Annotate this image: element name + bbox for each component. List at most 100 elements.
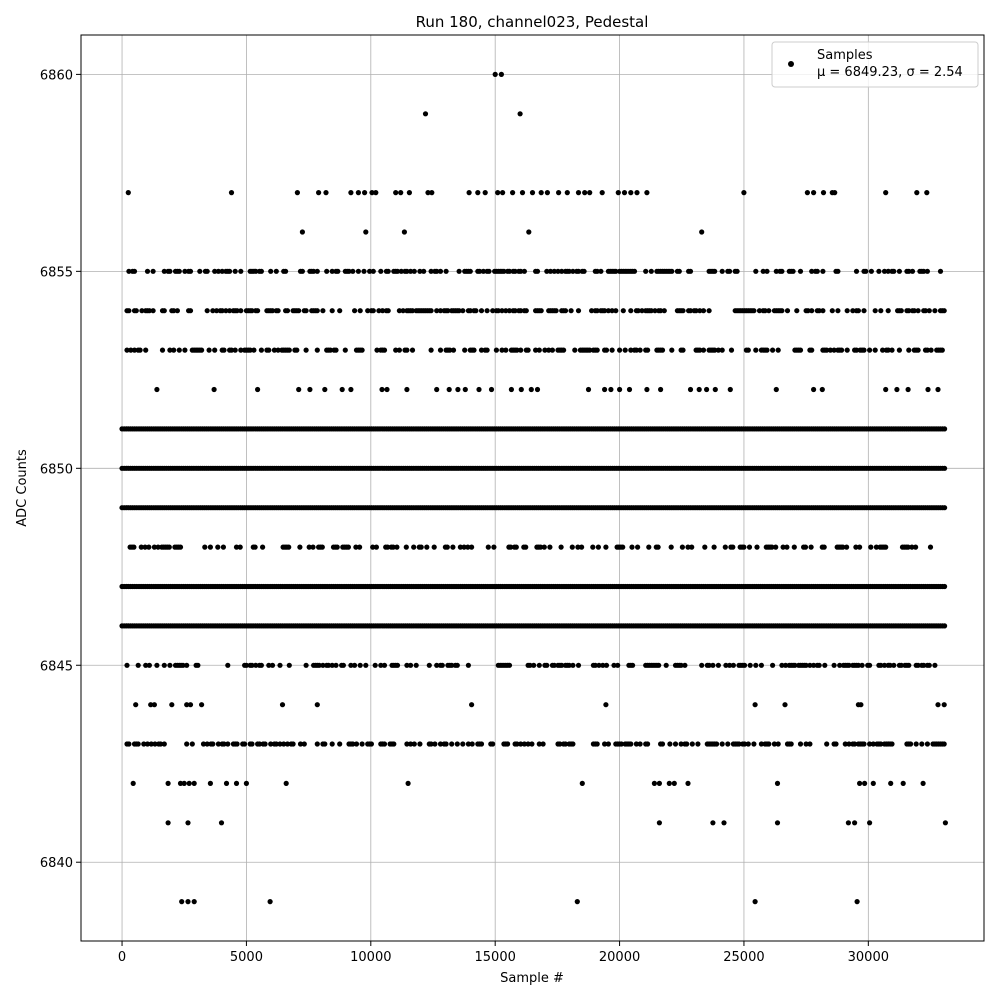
data-point [342,347,348,353]
data-point [363,662,369,668]
data-point [361,268,367,274]
data-point [710,820,716,826]
data-point [221,741,227,747]
data-point [184,741,190,747]
data-point [299,229,305,235]
data-point [697,308,703,314]
data-point [609,347,615,353]
data-point [370,544,376,550]
data-point [174,308,180,314]
data-point [648,308,654,314]
data-point [398,190,404,196]
data-point [206,347,212,353]
data-point [658,308,664,314]
data-point [915,662,921,668]
data-point [889,741,895,747]
data-point [505,741,511,747]
data-point [417,741,423,747]
data-point [906,308,912,314]
data-point [685,544,691,550]
data-point [135,741,141,747]
data-point [390,544,396,550]
x-axis-label: Sample # [500,971,564,986]
data-point [538,190,544,196]
data-point [484,308,490,314]
data-point [150,308,156,314]
data-point [853,268,860,274]
data-point [275,308,281,314]
data-point [422,111,429,117]
data-point [751,741,757,747]
data-point [679,544,686,550]
data-point [378,268,384,274]
data-point [273,741,279,747]
data-point [695,741,701,747]
data-point [742,741,748,747]
data-point [927,544,934,550]
data-point [334,544,340,550]
data-point [253,662,259,668]
data-point [124,347,130,353]
data-point [286,347,292,353]
data-point [455,386,461,393]
data-point [152,741,158,747]
data-point [855,662,862,668]
data-point [409,347,416,353]
data-point [594,347,600,353]
data-point [585,386,592,393]
data-point [220,544,226,550]
data-point [820,190,827,196]
data-point [833,741,839,747]
data-point [551,268,557,274]
data-point [858,702,864,708]
data-point [176,268,182,274]
data-point [842,741,848,747]
data-point [937,268,944,274]
data-point [784,544,790,550]
data-point [891,268,897,274]
data-point [536,662,542,668]
data-point [243,662,249,668]
data-point [570,741,576,747]
data-point [921,662,927,668]
data-point [753,268,759,274]
data-point [909,544,915,550]
data-point [533,347,539,353]
data-point [774,820,781,826]
data-point [932,662,938,668]
data-point [844,308,850,314]
data-point [368,741,374,747]
data-point [594,308,600,314]
data-point [617,386,623,393]
data-point [133,702,139,708]
data-point [429,190,435,196]
data-point [290,741,296,747]
data-point [820,308,826,314]
data-point [450,544,456,550]
data-point [788,741,794,747]
data-point [161,741,167,747]
data-point [499,308,505,314]
data-point [646,544,652,550]
data-point [243,780,249,787]
data-point [710,662,716,668]
data-point [373,190,379,196]
data-point [437,741,444,747]
data-point [299,268,305,274]
data-point [518,741,524,747]
data-point [228,190,235,196]
data-point [211,386,217,393]
data-point [924,190,930,196]
data-point [151,544,157,550]
data-point [751,308,757,314]
data-point [605,308,612,314]
data-point [425,190,431,196]
data-point [159,347,166,353]
data-point [503,308,509,314]
data-point [570,662,576,668]
data-point [857,544,863,550]
data-point [281,741,287,747]
data-point [797,741,804,747]
data-points [119,71,949,905]
